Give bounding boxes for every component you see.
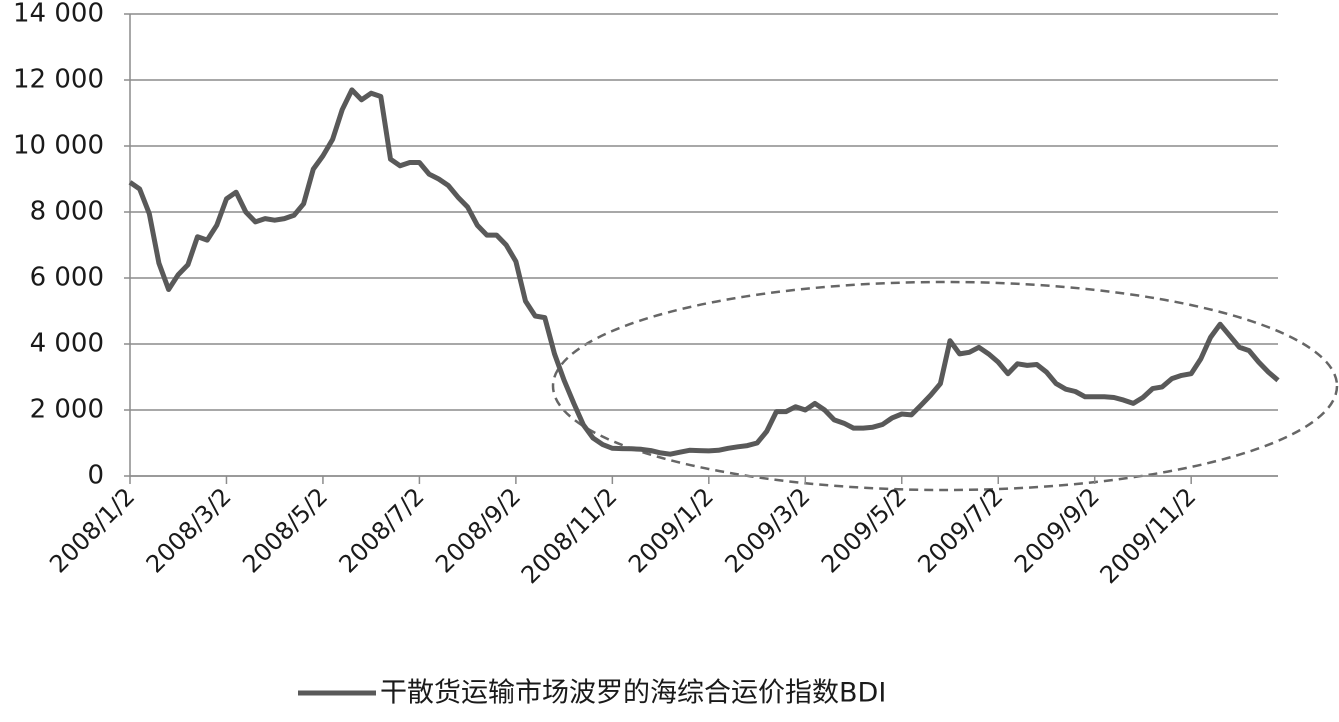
data-line — [128, 87, 1280, 457]
x-tick-label: 2009/9/2 — [1009, 482, 1105, 578]
x-tick-label: 2008/5/2 — [237, 482, 333, 578]
y-tick-label: 4 000 — [30, 329, 104, 359]
y-tick-label: 2 000 — [30, 395, 104, 425]
y-tick-label: 6 000 — [30, 263, 104, 293]
y-tick-label: 8 000 — [30, 197, 104, 227]
x-tick-label: 2009/11/2 — [1095, 482, 1202, 589]
x-tick-label: 2009/5/2 — [816, 482, 912, 578]
x-tick-label: 2008/9/2 — [430, 482, 526, 578]
x-tick-label: 2008/3/2 — [141, 482, 237, 578]
y-tick-label: 12 000 — [13, 65, 104, 95]
y-tick-label: 0 — [87, 461, 104, 491]
y-tick-label: 10 000 — [13, 131, 104, 161]
x-tick-label: 2008/11/2 — [516, 482, 623, 589]
x-tick-label: 2009/3/2 — [720, 482, 816, 578]
x-tick-label: 2009/7/2 — [912, 482, 1008, 578]
x-tick-label: 2008/1/2 — [44, 482, 140, 578]
highlight-ellipse — [551, 280, 1339, 492]
x-tick-label: 2008/7/2 — [334, 482, 430, 578]
y-tick-label: 14 000 — [13, 0, 104, 29]
x-tick-label: 2009/1/2 — [623, 482, 719, 578]
legend-label: 干散货运输市场波罗的海综合运价指数BDI — [380, 678, 886, 709]
